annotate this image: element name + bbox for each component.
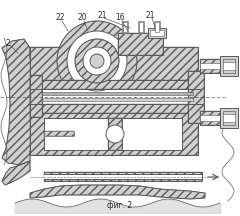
Polygon shape bbox=[2, 39, 33, 165]
Bar bbox=[38, 92, 193, 95]
Bar bbox=[154, 21, 160, 33]
Text: 20: 20 bbox=[77, 13, 87, 22]
Text: 21: 21 bbox=[97, 11, 107, 19]
Bar bbox=[223, 122, 235, 125]
Bar bbox=[108, 118, 122, 150]
Bar bbox=[30, 89, 202, 104]
Text: 22: 22 bbox=[55, 13, 65, 22]
Bar bbox=[38, 98, 193, 101]
Bar bbox=[44, 172, 202, 181]
Bar bbox=[200, 63, 238, 69]
Bar bbox=[44, 131, 74, 136]
Bar bbox=[30, 47, 198, 105]
Circle shape bbox=[83, 47, 111, 75]
Polygon shape bbox=[30, 185, 205, 199]
Bar bbox=[200, 59, 238, 73]
Bar bbox=[220, 56, 238, 76]
Text: фиг. 2: фиг. 2 bbox=[108, 201, 132, 210]
Bar bbox=[123, 22, 127, 32]
Bar bbox=[44, 174, 202, 179]
Bar bbox=[148, 28, 166, 38]
Bar bbox=[223, 59, 235, 73]
Bar bbox=[139, 22, 143, 32]
Bar bbox=[138, 21, 144, 33]
Circle shape bbox=[57, 21, 137, 101]
Bar bbox=[223, 59, 235, 62]
Text: 2: 2 bbox=[6, 38, 10, 48]
Bar bbox=[200, 111, 238, 125]
Circle shape bbox=[67, 31, 127, 91]
Polygon shape bbox=[2, 161, 30, 185]
Circle shape bbox=[90, 54, 104, 68]
Bar bbox=[44, 118, 182, 150]
Bar bbox=[118, 33, 163, 55]
Bar bbox=[122, 21, 128, 33]
Circle shape bbox=[75, 39, 119, 83]
Bar bbox=[30, 80, 202, 89]
Bar bbox=[150, 30, 164, 36]
Bar bbox=[30, 113, 198, 155]
Bar bbox=[155, 22, 159, 32]
Text: 16: 16 bbox=[115, 13, 125, 22]
Bar bbox=[223, 111, 235, 114]
Circle shape bbox=[106, 125, 124, 143]
Bar bbox=[223, 111, 235, 125]
Bar bbox=[30, 104, 202, 113]
Bar bbox=[220, 108, 238, 128]
Bar bbox=[188, 71, 204, 123]
Bar bbox=[30, 75, 42, 117]
Bar bbox=[44, 131, 74, 136]
Bar bbox=[200, 115, 238, 121]
Text: 21: 21 bbox=[145, 11, 155, 19]
Bar bbox=[223, 70, 235, 73]
